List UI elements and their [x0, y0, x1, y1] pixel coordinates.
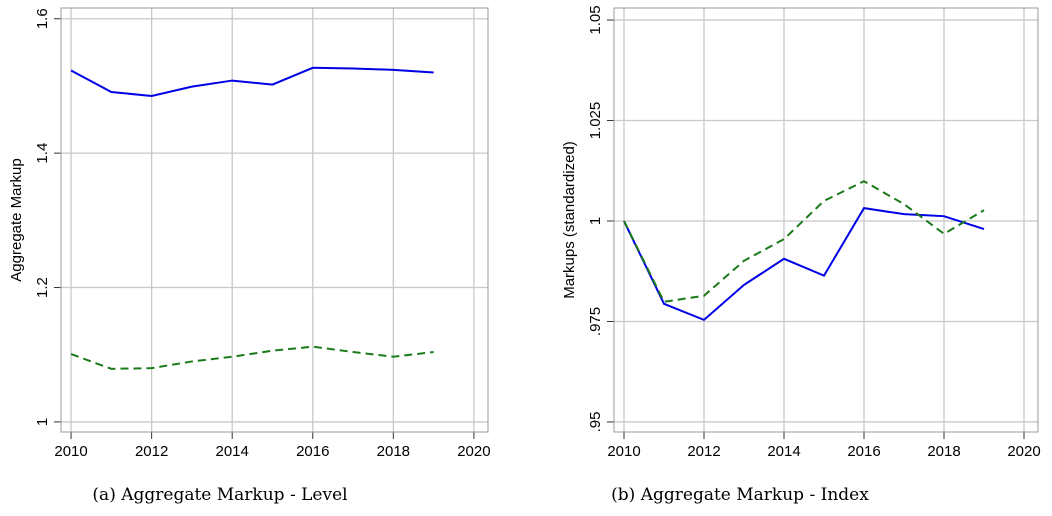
x-tick-label: 2018 — [927, 443, 960, 460]
plot-frame — [60, 7, 489, 433]
x-tick-label: 2018 — [377, 443, 410, 460]
series-line — [70, 345, 434, 370]
y-tick-label: 1.025 — [587, 102, 604, 140]
x-tick-label: 2010 — [54, 443, 87, 460]
x-tick-label: 2014 — [216, 443, 249, 460]
y-tick-label: 1.6 — [34, 8, 51, 29]
y-tick-label: 1.4 — [34, 143, 51, 164]
x-tick-label: 2014 — [767, 443, 800, 460]
x-tick-label: 2016 — [847, 443, 880, 460]
series-line — [623, 207, 985, 322]
y-tick-label: 1.05 — [587, 5, 604, 34]
caption: (b) Aggregate Markup - Index — [611, 485, 869, 505]
plot-frame — [613, 7, 1039, 433]
series-line — [70, 66, 434, 98]
y-axis-title: Aggregate Markup — [8, 158, 25, 281]
y-tick-label: .95 — [587, 412, 604, 433]
y-tick-label: 1 — [587, 217, 604, 225]
x-tick-label: 2010 — [607, 443, 640, 460]
x-tick-label: 2020 — [457, 443, 490, 460]
y-tick-label: .975 — [587, 307, 604, 336]
y-tick-label: 1.2 — [34, 277, 51, 298]
x-tick-label: 2020 — [1007, 443, 1040, 460]
x-tick-label: 2012 — [135, 443, 168, 460]
caption: (a) Aggregate Markup - Level — [92, 485, 347, 505]
y-axis-title: Markups (standardized) — [561, 141, 578, 299]
series-line — [623, 180, 985, 303]
y-tick-label: 1 — [34, 418, 51, 426]
x-tick-label: 2012 — [687, 443, 720, 460]
x-tick-label: 2016 — [296, 443, 329, 460]
